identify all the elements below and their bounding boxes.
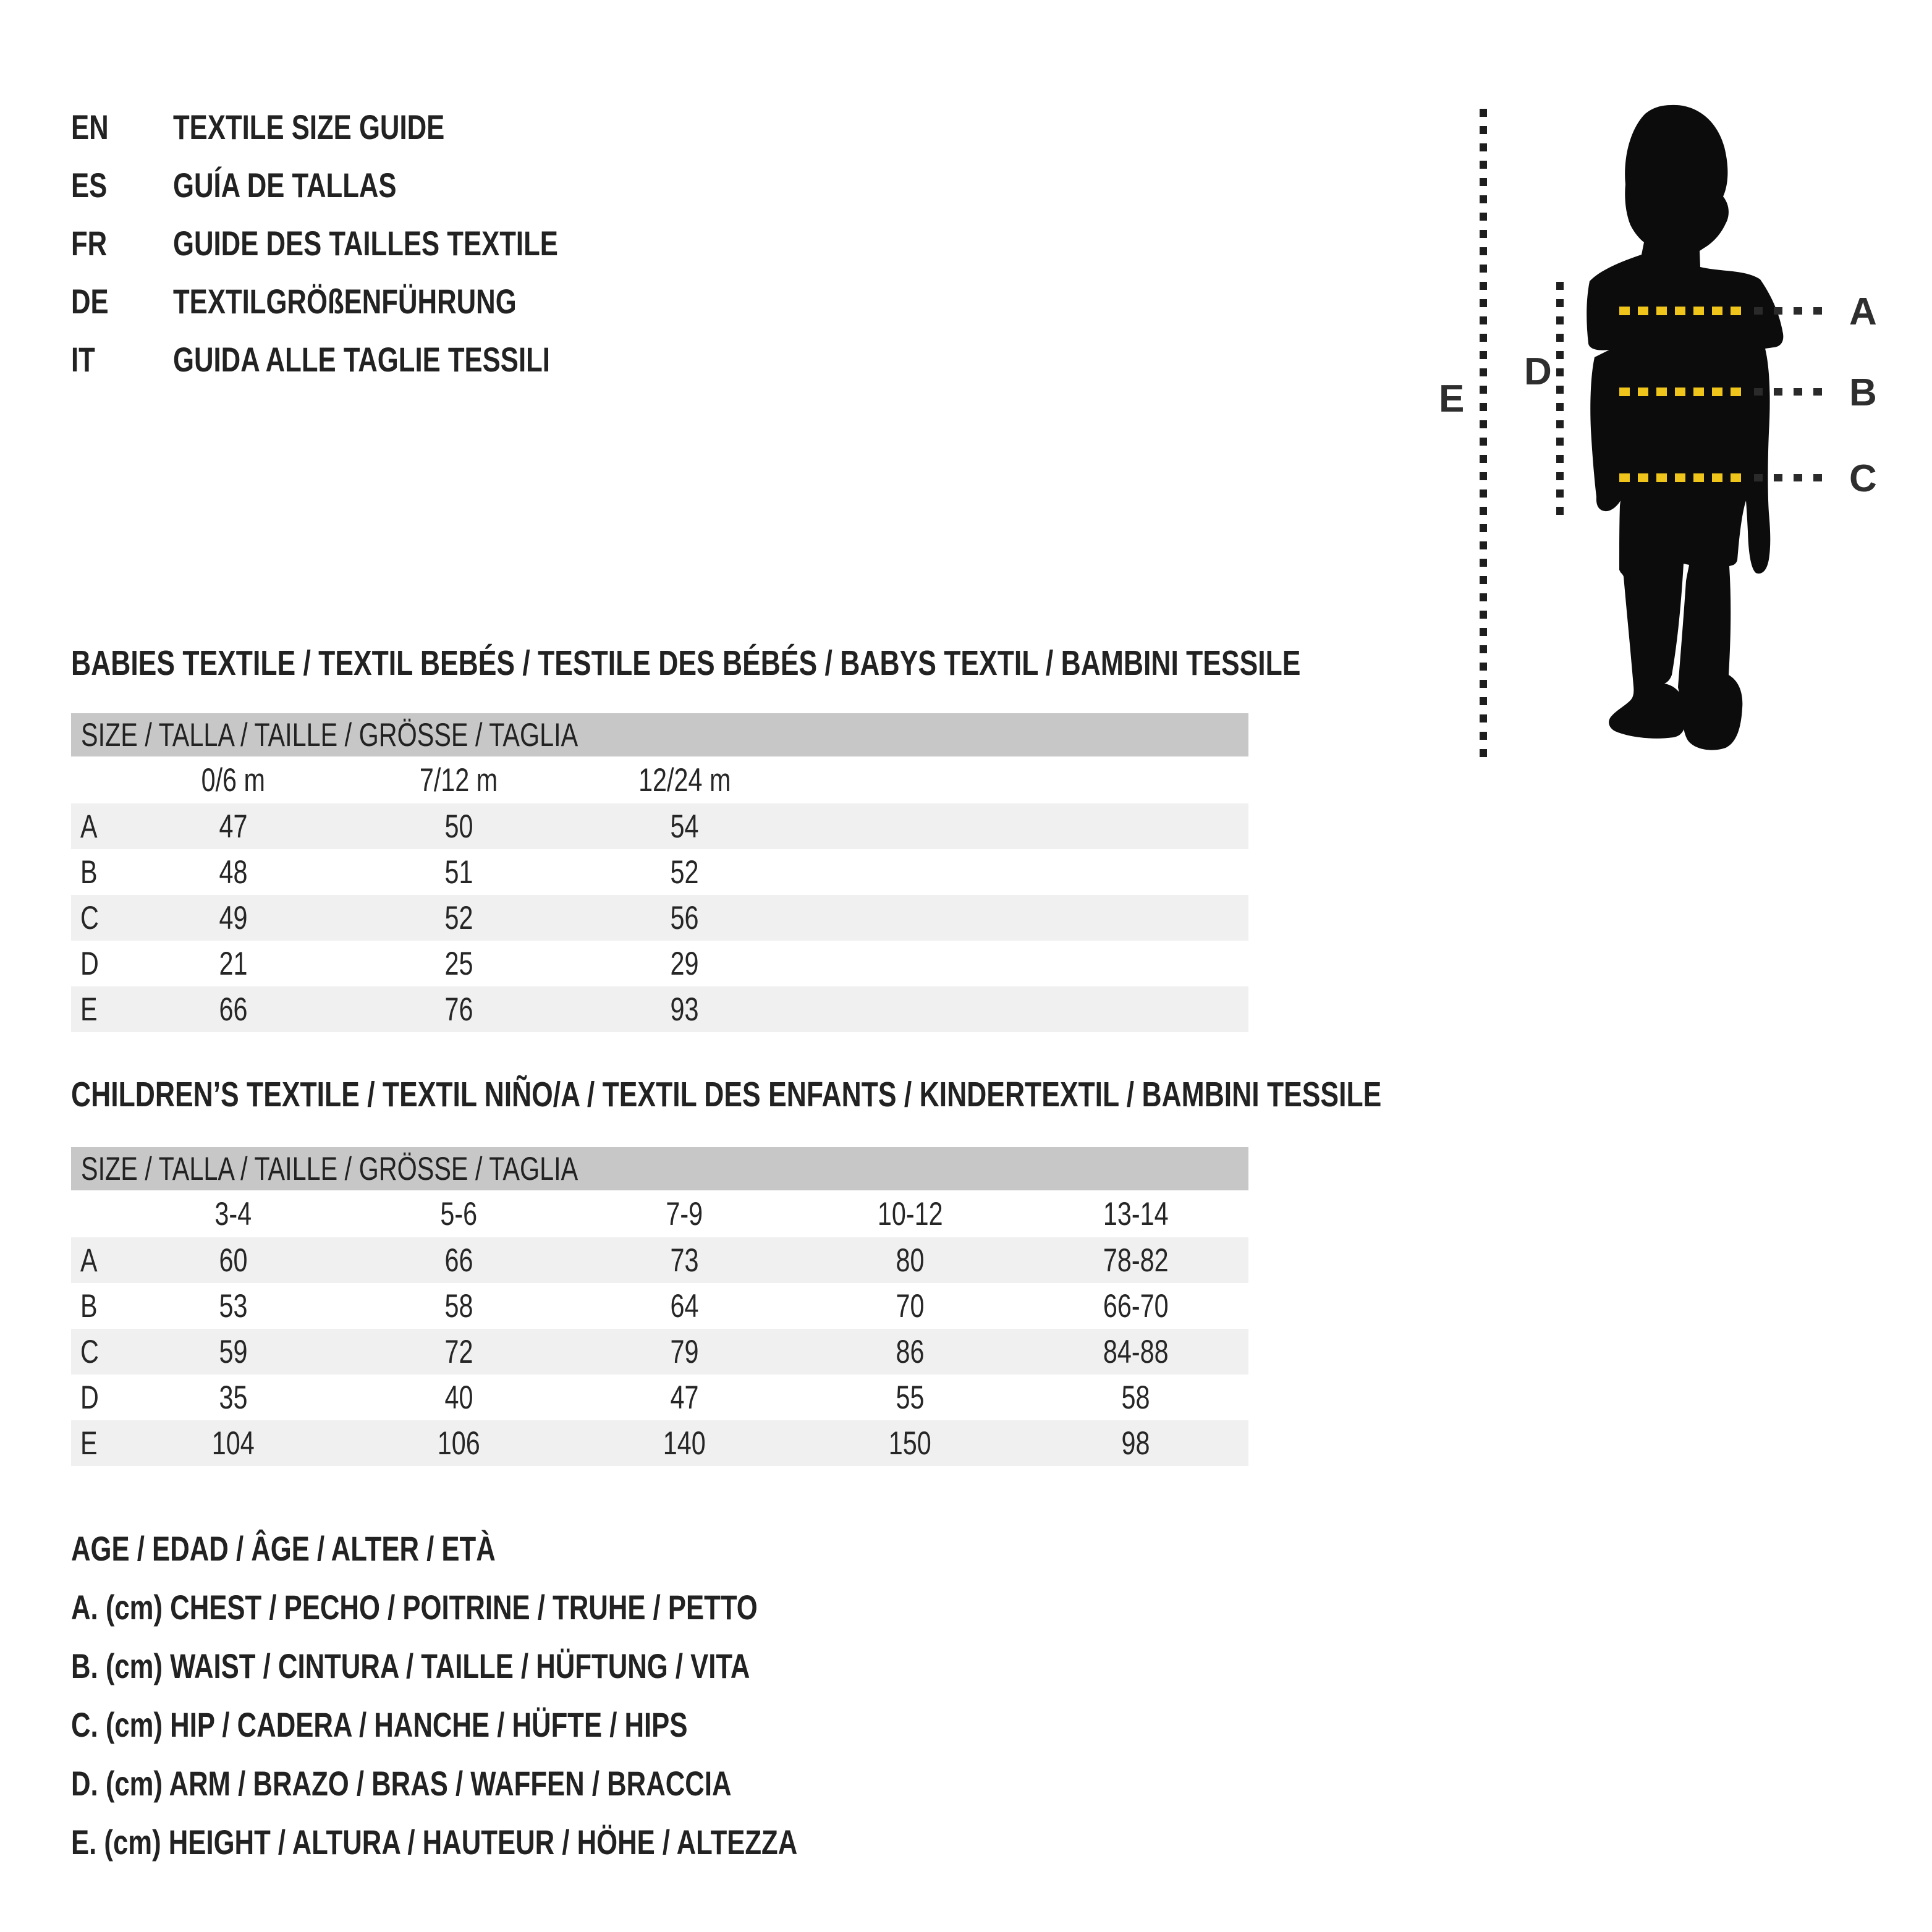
language-code-en: EN	[71, 107, 109, 146]
legend-waist: B. (cm) WAIST / CINTURA / TAILLE / HÜFTU…	[71, 1646, 750, 1685]
child-silhouette	[1587, 104, 1784, 750]
legend-height: E. (cm) HEIGHT / ALTURA / HAUTEUR / HÖHE…	[71, 1823, 798, 1862]
figure-label-b: B	[1849, 371, 1877, 414]
children-col-5-6: 5-6	[440, 1195, 478, 1232]
language-code-de: DE	[71, 281, 109, 321]
children-col-10-12: 10-12	[877, 1195, 943, 1232]
table-row: C 59 72 79 86 84-88	[71, 1329, 1248, 1375]
language-code-fr: FR	[71, 223, 108, 263]
children-col-7-9: 7-9	[666, 1195, 703, 1232]
babies-col-12-24m: 12/24 m	[638, 761, 731, 799]
table-row: D 21 25 29	[80, 945, 699, 982]
guide-title-es: GUÍA DE TALLAS	[173, 165, 397, 205]
babies-col-0-6m: 0/6 m	[201, 761, 266, 799]
language-code-it: IT	[71, 339, 95, 379]
legend-chest: A. (cm) CHEST / PECHO / POITRINE / TRUHE…	[71, 1588, 758, 1627]
language-row-de: DE TEXTILGRÖßENFÜHRUNG	[71, 272, 667, 330]
table-row: B 48 51 52	[80, 854, 699, 891]
language-row-fr: FR GUIDE DES TAILLES TEXTILE	[71, 214, 667, 272]
table-row: C 49 52 56	[71, 895, 1248, 941]
babies-size-table: SIZE / TALLA / TAILLE / GRÖSSE / TAGLIA …	[71, 713, 1248, 1032]
table-row: A 60 66 73 80 78-82	[71, 1237, 1248, 1283]
babies-section-title: BABIES TEXTILE / TEXTIL BEBÉS / TESTILE …	[71, 643, 1301, 683]
children-column-headers: 3-4 5-6 7-9 10-12 13-14	[71, 1190, 1248, 1237]
measurement-legend: AGE / EDAD / ÂGE / ALTER / ETÀ A. (cm) C…	[71, 1519, 1002, 1871]
legend-age: AGE / EDAD / ÂGE / ALTER / ETÀ	[71, 1529, 496, 1568]
guide-title-it: GUIDA ALLE TAGLIE TESSILI	[173, 339, 550, 379]
figure-label-a: A	[1849, 290, 1877, 333]
language-row-es: ES GUÍA DE TALLAS	[71, 156, 667, 214]
language-row-it: IT GUIDA ALLE TAGLIE TESSILI	[71, 330, 667, 388]
babies-table-header: SIZE / TALLA / TAILLE / GRÖSSE / TAGLIA	[71, 713, 1248, 756]
table-row: E 66 76 93	[71, 986, 1248, 1032]
language-code-es: ES	[71, 165, 108, 205]
table-row: A 47 50 54	[71, 803, 1248, 849]
table-row: B 53 58 64 70 66-70	[80, 1287, 1169, 1324]
legend-arm: D. (cm) ARM / BRAZO / BRAS / WAFFEN / BR…	[71, 1764, 732, 1803]
figure-label-d: D	[1524, 350, 1552, 393]
language-title-list: EN TEXTILE SIZE GUIDE ES GUÍA DE TALLAS …	[71, 98, 667, 388]
figure-label-c: C	[1849, 457, 1877, 500]
children-section-title: CHILDREN’S TEXTILE / TEXTIL NIÑO/A / TEX…	[71, 1075, 1382, 1114]
children-col-13-14: 13-14	[1103, 1195, 1169, 1232]
legend-hip: C. (cm) HIP / CADERA / HANCHE / HÜFTE / …	[71, 1705, 688, 1744]
babies-column-headers: 0/6 m 7/12 m 12/24 m	[71, 756, 1248, 803]
guide-title-de: TEXTILGRÖßENFÜHRUNG	[173, 281, 517, 321]
children-col-3-4: 3-4	[214, 1195, 252, 1232]
babies-col-7-12m: 7/12 m	[420, 761, 498, 799]
language-row-en: EN TEXTILE SIZE GUIDE	[71, 98, 667, 156]
table-row: D 35 40 47 55 58	[80, 1379, 1150, 1416]
figure-label-e: E	[1439, 378, 1464, 420]
guide-title-en: TEXTILE SIZE GUIDE	[173, 107, 445, 146]
children-table-header: SIZE / TALLA / TAILLE / GRÖSSE / TAGLIA	[71, 1147, 1248, 1190]
table-row: E 104 106 140 150 98	[71, 1420, 1248, 1466]
children-size-table: SIZE / TALLA / TAILLE / GRÖSSE / TAGLIA …	[71, 1147, 1248, 1466]
child-measurement-figure: A B C D E	[1439, 104, 1877, 766]
guide-title-fr: GUIDE DES TAILLES TEXTILE	[173, 223, 558, 263]
